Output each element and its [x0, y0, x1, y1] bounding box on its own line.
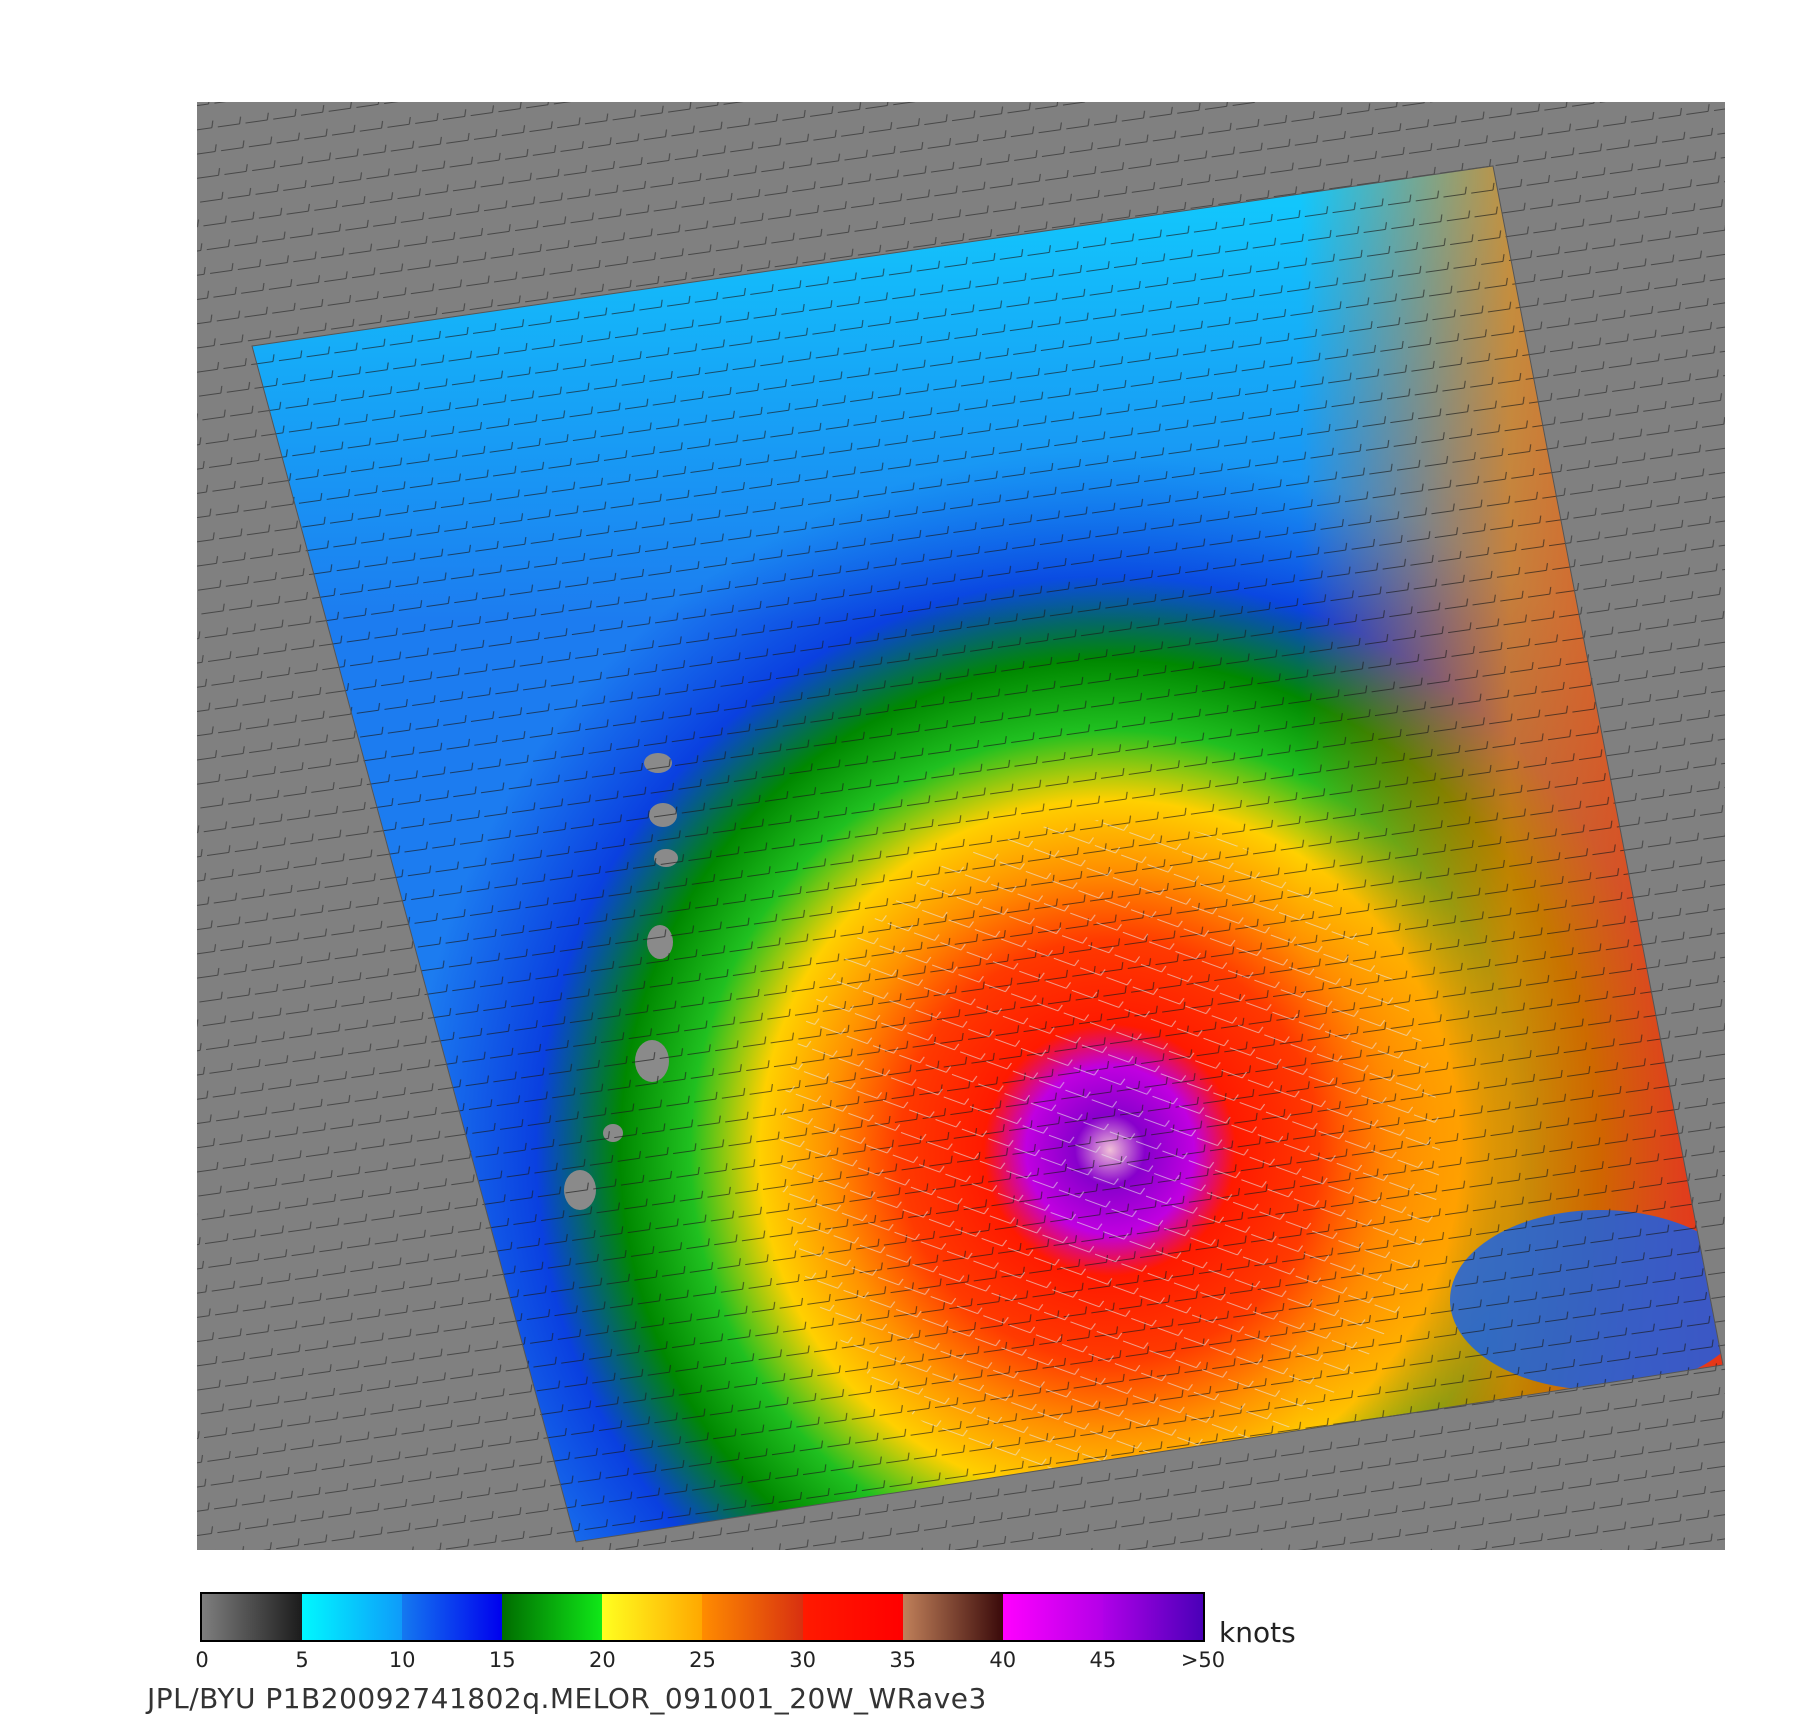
colorbar-segment — [402, 1594, 503, 1640]
colorbar-units-label: knots — [1219, 1616, 1296, 1649]
figure-caption: JPL/BYU P1B20092741802q.MELOR_091001_20W… — [147, 1682, 987, 1715]
colorbar-tick-label: 10 — [388, 1648, 416, 1672]
storm-core-barbs — [780, 820, 1440, 1480]
colorbar-segment — [202, 1594, 303, 1640]
wind-field-map — [197, 102, 1725, 1550]
colorbar-segment — [1102, 1594, 1203, 1640]
colorbar-tick-label: 15 — [488, 1648, 516, 1672]
colorbar-segment — [902, 1594, 1003, 1640]
colorbar-segment — [502, 1594, 603, 1640]
colorbar-segment — [702, 1594, 803, 1640]
colorbar-tick-label: 5 — [295, 1648, 309, 1672]
colorbar-tick-label: 35 — [889, 1648, 917, 1672]
colorbar-segment — [1002, 1594, 1103, 1640]
colorbar-tick-label: >50 — [1180, 1648, 1226, 1672]
colorbar-segment — [602, 1594, 703, 1640]
colorbar-tick-label: 0 — [195, 1648, 209, 1672]
colorbar-segment — [302, 1594, 403, 1640]
colorbar-tick-label: 40 — [989, 1648, 1017, 1672]
colorbar-segment — [802, 1594, 903, 1640]
colorbar-tick-label: 25 — [689, 1648, 716, 1672]
colorbar-tick-label: 30 — [789, 1648, 816, 1672]
colorbar-tick-label: 20 — [589, 1648, 616, 1672]
wind-speed-colorbar — [200, 1592, 1205, 1642]
colorbar-tick-label: 45 — [1089, 1648, 1117, 1672]
